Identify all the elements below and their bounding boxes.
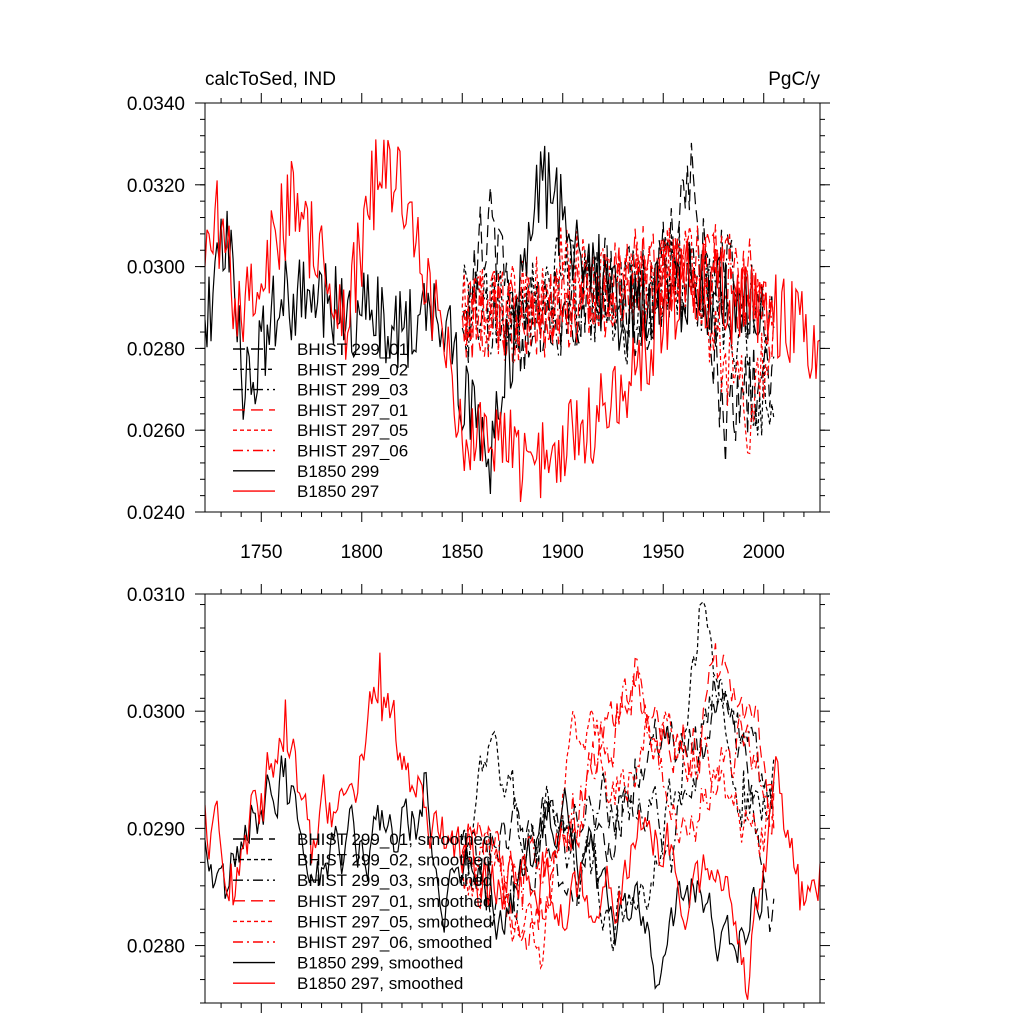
y-tick-label: 0.0240 [127,503,185,524]
legend-label: BHIST 297_05, smoothed [297,912,492,931]
legend-label: BHIST 297_01, smoothed [297,892,492,911]
x-tick-label: 1800 [341,542,383,563]
chart-title-left: calcToSed, IND [205,69,336,90]
legend-label: BHIST 299_03 [297,381,408,400]
y-tick-label: 0.0280 [127,937,185,958]
legend-label: BHIST 297_06, smoothed [297,933,492,952]
legend-label: B1850 299, smoothed [297,954,463,973]
series-group [205,600,820,1000]
x-tick-label: 1850 [441,542,483,563]
series-line-3 [461,225,775,363]
y-tick-label: 0.0290 [127,819,185,840]
x-tick-label: 1950 [642,542,684,563]
legend-label: BHIST 297_05 [297,421,408,440]
bottom-panel: 0.0280 0.0290 0.0300 0.0310 BHIST 299_01, sm… [127,584,830,1013]
legend-label: BHIST 299_01 [297,340,408,359]
series-line-5 [461,669,775,911]
series-line-5 [462,224,775,366]
legend-label: BHIST 299_01, smoothed [297,830,492,849]
y-tick-label: 0.0280 [127,339,185,360]
legend-label: B1850 299 [297,462,379,481]
legend-label: BHIST 299_03, smoothed [297,871,492,890]
legend-label: BHIST 297_01 [297,401,408,420]
plot-frame [204,593,821,1004]
x-tick-label: 2000 [743,542,785,563]
series-line-7 [205,139,820,503]
series-line-6 [205,755,765,990]
legend-label: B1850 297, smoothed [297,974,463,993]
y-tick-label: 0.0310 [127,585,185,606]
y-tick-label: 0.0300 [127,258,185,279]
legend-label: BHIST 299_02 [297,360,408,379]
y-tick-label: 0.0340 [127,94,185,115]
series-line-1 [461,600,775,952]
legend-label: BHIST 297_06 [297,442,408,461]
y-tick-label: 0.0260 [127,421,185,442]
series-line-0 [462,693,775,932]
series-line-6 [205,145,765,495]
top-panel: calcToSed, IND PgC/y 0.0240 0.0260 0.0280 0.0… [127,69,830,563]
legend: BHIST 299_01, smoothed BHIST 299_02, smoo… [233,830,492,993]
plot-frame [204,102,821,513]
legend-label: BHIST 299_02, smoothed [297,851,492,870]
x-tick-label: 1750 [240,542,282,563]
y-tick-label: 0.0300 [127,702,185,723]
x-tick-label: 1900 [542,542,584,563]
legend-label: B1850 297 [297,482,379,501]
series-line-2 [461,675,775,926]
series-line-7 [205,652,820,1000]
series-group [205,139,820,503]
chart-units-label: PgC/y [768,69,820,90]
y-tick-label: 0.0320 [127,176,185,197]
series-line-4 [461,707,775,970]
series-line-3 [461,643,775,952]
